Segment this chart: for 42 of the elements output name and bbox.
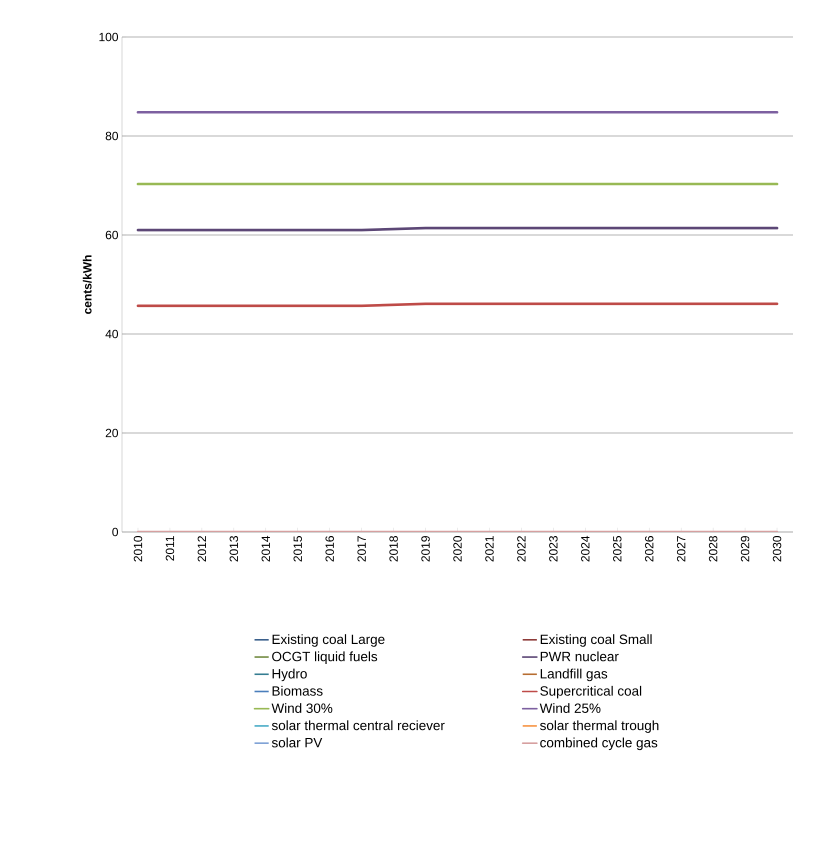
x-tick-label: 2016	[325, 536, 334, 562]
x-tick-label: 2022	[517, 536, 526, 562]
legend-label: Supercritical coal	[540, 686, 642, 698]
x-tick-label: 2030	[772, 536, 782, 562]
legend-label: Wind 25%	[540, 703, 600, 713]
y-tick-label: 40	[105, 330, 118, 338]
legend-label: OCGT liquid fuels	[272, 651, 378, 664]
y-tick-label: 60	[106, 230, 118, 240]
x-tick-label: 2029	[740, 536, 750, 562]
x-tick-label: 2013	[230, 536, 238, 562]
y-tick-label: 100	[99, 32, 118, 42]
legend-label: Existing coal Large	[272, 634, 385, 647]
x-tick-label: 2015	[294, 536, 302, 562]
legend-label: solar PV	[272, 738, 322, 748]
x-tick-label: 2017	[357, 536, 366, 562]
x-tick-label: 2025	[613, 536, 622, 562]
x-tick-label: 2012	[198, 536, 206, 562]
x-tick-label: 2010	[134, 536, 142, 562]
x-tick-label: 2021	[485, 536, 494, 562]
x-tick-label: 2023	[549, 536, 558, 562]
x-tick-label: 2019	[421, 536, 430, 562]
legend-label: Biomass	[272, 686, 323, 696]
legend-label: Existing coal Small	[540, 634, 652, 647]
x-tick-label: 2020	[453, 536, 462, 562]
x-tick-label: 2026	[644, 536, 654, 562]
legend-label: combined cycle gas	[540, 738, 658, 750]
y-tick-label: 0	[112, 528, 118, 536]
legend-label: solar thermal central reciever	[272, 720, 445, 730]
x-tick-label: 2024	[581, 536, 590, 562]
legend-label: Wind 30%	[272, 703, 332, 713]
legend-label: Landfill gas	[540, 668, 608, 682]
x-tick-label: 2027	[676, 536, 686, 562]
y-axis-title: cents/kWh	[82, 255, 92, 314]
y-tick-label: 80	[106, 132, 118, 140]
legend-label: PWR nuclear	[540, 651, 619, 662]
y-tick-label: 20	[106, 428, 118, 438]
x-tick-label: 2018	[389, 536, 398, 562]
x-tick-label: 2028	[708, 536, 718, 562]
legend-label: solar thermal trough	[540, 720, 658, 733]
legend-label: Hydro	[272, 668, 307, 682]
x-tick-label: 2011	[166, 536, 174, 561]
x-tick-label: 2014	[262, 536, 270, 562]
